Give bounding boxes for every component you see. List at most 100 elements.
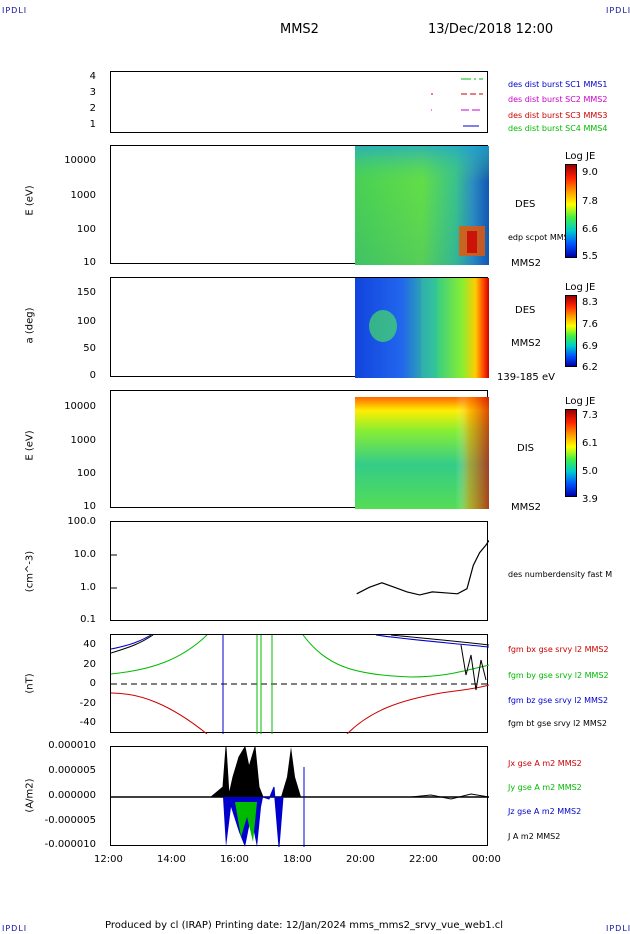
- density-ytick: 1.0: [80, 582, 96, 593]
- bfield-ytick: 0: [89, 678, 96, 689]
- density-ytick: 10.0: [73, 549, 96, 560]
- bfield-bz-early: [111, 635, 152, 650]
- des-pitch-plot: [355, 278, 489, 378]
- corner-tag-bottom-left: IPDLI: [2, 924, 28, 933]
- spacecraft-title: MMS2: [280, 22, 319, 37]
- current-plot: [111, 747, 489, 847]
- bfield-bt-early: [111, 635, 154, 654]
- legend-sc3: des dist burst SC3 MMS3: [508, 111, 608, 120]
- des-energy-colorbar-tick: 5.5: [582, 251, 598, 262]
- burst-plot: [431, 78, 483, 127]
- current-j-burst: [210, 747, 264, 798]
- burst-ytick: 1: [89, 119, 96, 130]
- des-pitch-ytick: 50: [83, 343, 96, 354]
- xaxis-tick: 20:00: [346, 854, 375, 865]
- des-energy-hotspot-core: [467, 231, 477, 253]
- current-ytick: -0.000005: [44, 815, 96, 826]
- des-energy-colorbar-tick: 7.8: [582, 196, 598, 207]
- des-pitch-label: DES: [515, 305, 536, 316]
- dis-energy-ytick: 100: [76, 468, 96, 479]
- dis-energy-plot: [355, 397, 489, 509]
- des-energy-plot: [355, 146, 489, 265]
- des-pitch-ytick: 150: [76, 287, 96, 298]
- datetime-title: 13/Dec/2018 12:00: [428, 22, 554, 37]
- current-j-burst2: [281, 747, 301, 797]
- dis-energy-colorbar-tick: 5.0: [582, 466, 598, 477]
- des-energy-colorbar-tick: 9.0: [582, 167, 598, 178]
- density-ytick: 0.1: [80, 614, 96, 625]
- xaxis-tick: 12:00: [94, 854, 123, 865]
- des-energy-colorbar-tick: 6.6: [582, 224, 598, 235]
- current-ytick: 0.000000: [48, 790, 96, 801]
- dis-energy-colorbar-tick: 7.3: [582, 410, 598, 421]
- des-pitch-energy-range: 139-185 eV: [497, 372, 555, 383]
- dis-energy-spacecraft-label: MMS2: [511, 502, 541, 513]
- current-late: [410, 793, 489, 800]
- des-pitch-colorbar-tick: 8.3: [582, 297, 598, 308]
- current-jz-burst2: [262, 786, 284, 847]
- dis-energy-label: DIS: [517, 443, 534, 454]
- bfield-by-early: [111, 635, 208, 675]
- des-energy-ylabel: E (eV): [24, 185, 36, 216]
- xaxis-tick: 14:00: [157, 854, 186, 865]
- current-ytick: -0.000010: [44, 839, 96, 850]
- bfield-bz-late: [375, 635, 489, 648]
- current-legend-jy: Jy gse A m2 MMS2: [508, 783, 582, 792]
- burst-ytick: 4: [89, 71, 96, 82]
- legend-sc1: des dist burst SC1 MMS1: [508, 80, 608, 89]
- density-series-line: [356, 540, 489, 596]
- des-pitch-ylabel: a (deg): [24, 307, 36, 344]
- bfield-ytick: 20: [83, 659, 96, 670]
- burst-ytick: 2: [89, 103, 96, 114]
- dis-energy-ylabel: E (eV): [24, 430, 36, 461]
- dis-energy-colorbar: [565, 409, 577, 497]
- density-panel: [110, 521, 489, 621]
- xaxis-tick: 16:00: [220, 854, 249, 865]
- bfield-legend-bt: fgm bt gse srvy l2 MMS2: [508, 719, 607, 728]
- legend-sc4: des dist burst SC4 MMS4: [508, 124, 608, 133]
- bfield-legend-bz: fgm bz gse srvy l2 MMS2: [508, 696, 609, 705]
- corner-tag-top-right: IPDLI: [606, 6, 630, 15]
- bfield-bx-early: [111, 692, 208, 734]
- des-pitch-blob: [369, 310, 397, 342]
- dis-energy-map-shade: [355, 397, 489, 509]
- bfield-ytick: -40: [79, 717, 96, 728]
- current-ytick: 0.000010: [48, 740, 96, 751]
- des-pitch-band: [421, 278, 437, 378]
- current-jy-burst: [235, 802, 257, 842]
- density-ytick: 100.0: [67, 516, 96, 527]
- current-legend-jx: Jx gse A m2 MMS2: [508, 759, 582, 768]
- density-legend: des numberdensity fast M: [508, 570, 613, 579]
- des-energy-spacecraft-label: MMS2: [511, 258, 541, 269]
- bfield-plot: [111, 635, 489, 734]
- current-panel: [110, 746, 489, 847]
- density-plot: [111, 540, 489, 596]
- dis-energy-ytick: 10000: [64, 401, 96, 412]
- bfield-ylabel: (nT): [24, 673, 36, 694]
- des-energy-ytick: 10000: [64, 155, 96, 166]
- bfield-by-late: [302, 635, 489, 678]
- corner-tag-bottom-right: IPDLI: [606, 924, 630, 933]
- bfield-bx-late: [346, 684, 489, 734]
- scpot-label: edp scpot MMS2: [508, 233, 574, 242]
- des-pitch-colorbar-tick: 6.2: [582, 362, 598, 373]
- burst-ytick: 3: [89, 87, 96, 98]
- current-legend-j: J A m2 MMS2: [508, 832, 561, 841]
- des-pitch-panel: [110, 277, 489, 378]
- footer-credit: Produced by cl (IRAP) Printing date: 12/…: [105, 920, 504, 931]
- dis-energy-ytick: 1000: [70, 435, 96, 446]
- des-energy-ytick: 100: [76, 224, 96, 235]
- dis-energy-ytick: 10: [83, 501, 96, 512]
- corner-tag-top-left: IPDLI: [2, 6, 28, 15]
- bfield-bt-late: [390, 635, 489, 646]
- des-pitch-colorbar-tick: 6.9: [582, 341, 598, 352]
- xaxis-tick: 18:00: [283, 854, 312, 865]
- xaxis-tick: 00:00: [472, 854, 501, 865]
- des-pitch-ytick: 0: [89, 370, 96, 381]
- bfield-legend-bx: fgm bx gse srvy l2 MMS2: [508, 645, 609, 654]
- des-pitch-colorbar: [565, 295, 577, 367]
- current-legend-jz: Jz gse A m2 MMS2: [508, 807, 582, 816]
- density-ylabel: (cm^-3): [24, 550, 36, 593]
- des-pitch-spacecraft-label: MMS2: [511, 338, 541, 349]
- des-energy-ytick: 10: [83, 257, 96, 268]
